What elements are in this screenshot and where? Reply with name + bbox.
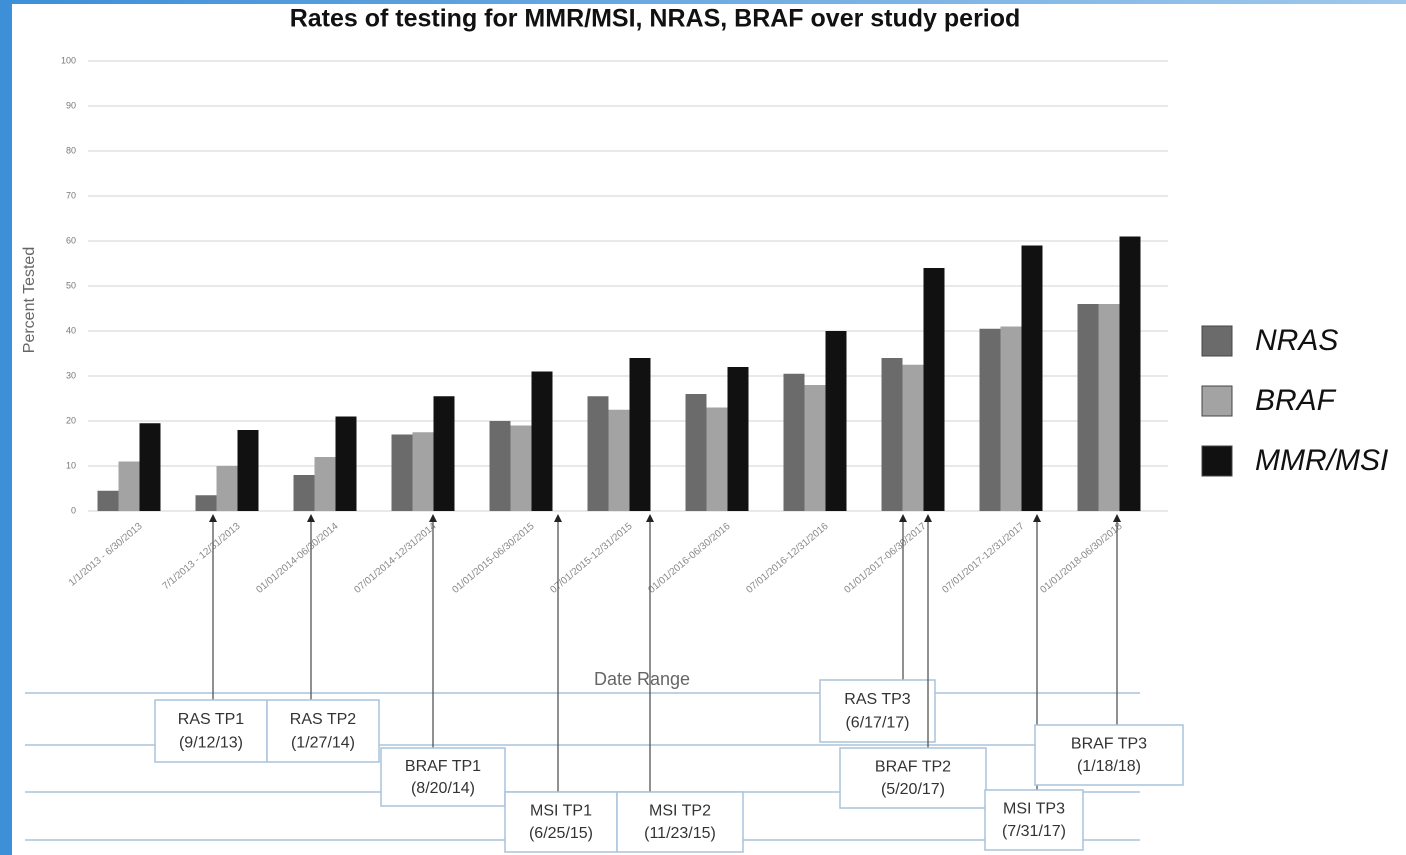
bar (97, 490, 119, 511)
arrow-head (429, 514, 437, 522)
bar (1077, 304, 1099, 511)
arrow-head (307, 514, 315, 522)
bar (510, 425, 532, 511)
arrow-head (209, 514, 217, 522)
annotation-date: (1/18/18) (1077, 758, 1141, 775)
annotation-date: (11/23/15) (644, 825, 716, 842)
bar (195, 495, 217, 511)
annotation-label: MSI TP2 (649, 802, 711, 819)
bar (804, 385, 826, 511)
bar (335, 416, 357, 511)
y-axis-label: Percent Tested (21, 247, 38, 353)
chart-title: Rates of testing for MMR/MSI, NRAS, BRAF… (290, 5, 1021, 33)
arrow-head (924, 514, 932, 522)
bar (727, 367, 749, 511)
y-tick-label: 40 (66, 325, 76, 335)
bar (587, 396, 609, 511)
annotation-box (266, 699, 380, 763)
bar (216, 466, 238, 511)
annotation-label: RAS TP2 (290, 711, 357, 728)
annotation-date: (7/31/17) (1002, 823, 1066, 840)
legend-label: NRAS (1255, 324, 1338, 357)
bar (923, 268, 945, 511)
bar (825, 331, 847, 511)
bar (412, 432, 434, 511)
bar (881, 358, 903, 511)
bar (1119, 236, 1141, 511)
bar (531, 371, 553, 511)
legend-label: MMR/MSI (1255, 444, 1388, 477)
annotation-label: BRAF TP2 (875, 758, 951, 775)
arrow-head (554, 514, 562, 522)
bar (1021, 245, 1043, 511)
bar (1098, 304, 1120, 511)
annotation-date: (6/17/17) (845, 715, 909, 732)
annotation-label: BRAF TP1 (405, 758, 481, 775)
annotation-box (154, 699, 268, 763)
bar (489, 421, 511, 511)
annotation-label: MSI TP3 (1003, 800, 1065, 817)
annotation-box (616, 791, 744, 853)
x-axis-label: Date Range (594, 669, 690, 689)
legend-swatch (1201, 325, 1233, 357)
y-tick-label: 80 (66, 145, 76, 155)
arrow-head (899, 514, 907, 522)
annotation-date: (1/27/14) (291, 735, 355, 752)
arrow-head (646, 514, 654, 522)
bar (139, 423, 161, 511)
bar (685, 394, 707, 511)
annotation-box (819, 679, 936, 743)
legend-label: BRAF (1255, 384, 1337, 417)
annotation-date: (9/12/13) (179, 735, 243, 752)
bar (783, 373, 805, 511)
y-tick-label: 50 (66, 280, 76, 290)
arrow-head (1113, 514, 1121, 522)
bar (1000, 326, 1022, 511)
y-tick-label: 30 (66, 370, 76, 380)
y-tick-label: 70 (66, 190, 76, 200)
y-tick-label: 90 (66, 100, 76, 110)
annotation-label: BRAF TP3 (1071, 735, 1147, 752)
annotation-box (1034, 724, 1184, 786)
bar (237, 430, 259, 511)
annotation-box (839, 747, 987, 809)
y-tick-label: 60 (66, 235, 76, 245)
bar (293, 475, 315, 511)
bar (979, 328, 1001, 511)
legend-swatch (1201, 385, 1233, 417)
y-tick-label: 100 (61, 55, 76, 65)
bar (391, 434, 413, 511)
bar (629, 358, 651, 511)
bar (706, 407, 728, 511)
annotation-date: (6/25/15) (529, 825, 593, 842)
annotation-box (984, 789, 1084, 851)
bar (118, 461, 140, 511)
arrow-head (1033, 514, 1041, 522)
y-tick-label: 0 (71, 505, 76, 515)
bar (608, 409, 630, 511)
annotation-label: RAS TP1 (178, 711, 245, 728)
annotation-box (504, 791, 618, 853)
legend-swatch (1201, 445, 1233, 477)
annotation-label: RAS TP3 (844, 691, 911, 708)
annotation-date: (8/20/14) (411, 780, 475, 797)
bar (902, 364, 924, 511)
annotation-box (380, 747, 506, 807)
annotation-date: (5/20/17) (881, 781, 945, 798)
y-tick-label: 10 (66, 460, 76, 470)
y-tick-label: 20 (66, 415, 76, 425)
bar (314, 457, 336, 511)
annotation-label: MSI TP1 (530, 802, 592, 819)
bar (433, 396, 455, 511)
